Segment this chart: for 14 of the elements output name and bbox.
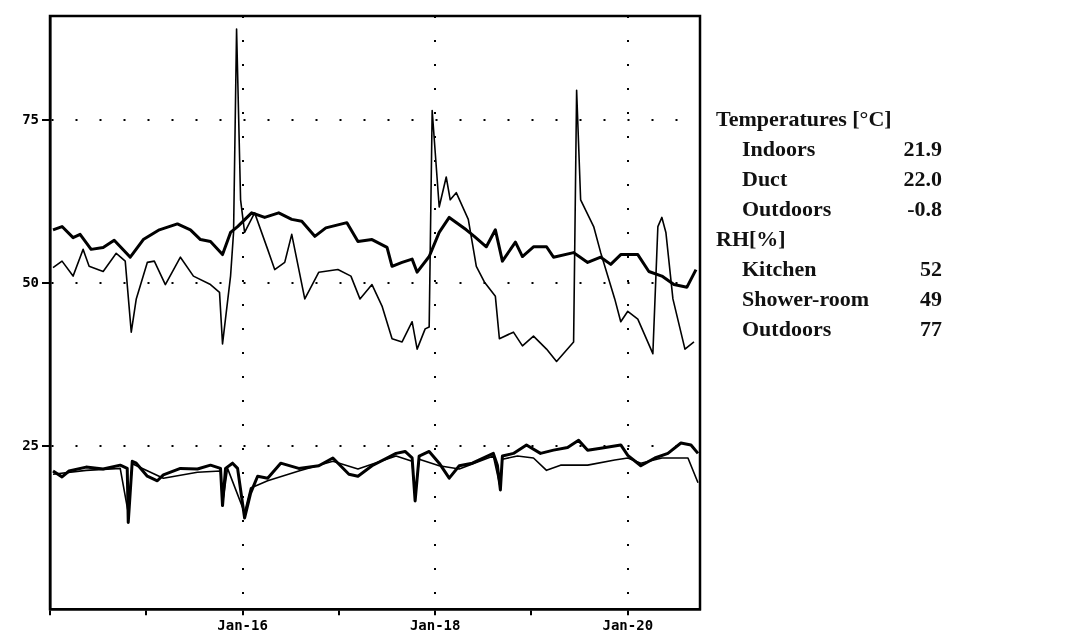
text: Outdoors 77 <box>742 316 942 341</box>
text: Indoors 21.9 <box>742 136 942 161</box>
text: Duct 22.0 <box>742 166 942 191</box>
x-tick-label: Jan-20 <box>602 617 654 634</box>
y-tick-label: 25 <box>22 436 39 453</box>
text: Temperatures [°C] <box>716 105 893 133</box>
text: Outdoors -0.8 <box>742 196 942 221</box>
text: RH[%] <box>716 225 787 253</box>
text: Kitchen 52 <box>742 256 942 281</box>
y-tick-label: 75 <box>22 110 39 127</box>
y-tick-label: 50 <box>22 273 39 290</box>
text: Shower-room 49 <box>742 286 942 311</box>
x-tick-label: Jan-16 <box>217 617 268 634</box>
x-tick-label: Jan-18 <box>409 617 461 634</box>
